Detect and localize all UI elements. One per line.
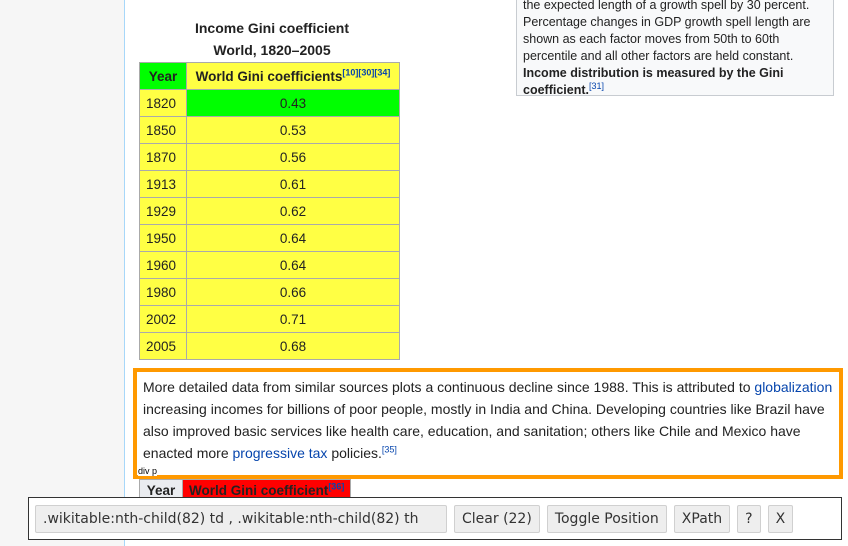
table-cell-year[interactable]: 1850 — [139, 116, 187, 144]
caption-bold-text: coefficient. — [523, 83, 589, 97]
table-cell-value[interactable]: 0.64 — [186, 251, 400, 279]
table-cell-value[interactable]: 0.61 — [186, 170, 400, 198]
table-cell-year[interactable]: 1960 — [139, 251, 187, 279]
table-cell-value[interactable]: 0.56 — [186, 143, 400, 171]
table-row: 1850 0.53 — [139, 116, 400, 144]
element-hover-tag: div p — [138, 466, 158, 476]
caption-text: the expected length of a growth spell by… — [523, 0, 810, 12]
progressive-tax-link[interactable]: progressive tax — [232, 445, 328, 461]
table-cell-value[interactable]: 0.43 — [186, 89, 400, 117]
caption-text: shown as each factor moves from 50th to … — [523, 32, 780, 46]
xpath-button[interactable]: XPath — [673, 504, 731, 533]
paragraph-text: policies. — [327, 445, 382, 461]
table-row: 1929 0.62 — [139, 197, 400, 225]
table-cell-value[interactable]: 0.68 — [186, 332, 400, 360]
ref-link-31[interactable]: [31] — [589, 80, 605, 91]
paragraph-text: More detailed data from similar sources … — [143, 379, 755, 395]
close-button[interactable]: X — [767, 504, 794, 533]
css-selector-field[interactable]: .wikitable:nth-child(82) td , .wikitable… — [35, 504, 447, 533]
thumbnail-caption: the expected length of a growth spell by… — [516, 0, 834, 97]
table-row: 1960 0.64 — [139, 251, 400, 279]
ref-link-30[interactable]: [30] — [358, 67, 375, 77]
header-gini[interactable]: World Gini coefficient[36] — [182, 479, 352, 501]
table-cell-year[interactable]: 1820 — [139, 89, 187, 117]
table-cell-value[interactable]: 0.64 — [186, 224, 400, 252]
selector-toolbar: .wikitable:nth-child(82) td , .wikitable… — [28, 497, 842, 540]
table-cell-year[interactable]: 2005 — [139, 332, 187, 360]
table-row: 1980 0.66 — [139, 278, 400, 306]
table-cell-value[interactable]: 0.66 — [186, 278, 400, 306]
header-year[interactable]: Year — [138, 479, 184, 501]
toggle-position-button[interactable]: Toggle Position — [546, 504, 667, 533]
table-row: 1913 0.61 — [139, 170, 400, 198]
highlighted-paragraph[interactable]: More detailed data from similar sources … — [133, 368, 843, 479]
table-row: 1820 0.43 — [139, 89, 400, 117]
table-caption-line1: Income Gini coefficient — [194, 20, 350, 36]
table-cell-year[interactable]: 1950 — [139, 224, 187, 252]
paragraph-text: increasing incomes for billions of poor … — [143, 401, 825, 461]
header-gini[interactable]: World Gini coefficients[10][30][34] — [186, 62, 400, 90]
ref-link-36[interactable]: [36] — [328, 481, 345, 491]
table-row: 1870 0.56 — [139, 143, 400, 171]
table-cell-year[interactable]: 1980 — [139, 278, 187, 306]
help-button[interactable]: ? — [737, 504, 761, 533]
caption-bold-text: Income distribution is measured by the G… — [523, 66, 784, 80]
caption-text: percentile and all other factors are hel… — [523, 49, 794, 63]
table-cell-value[interactable]: 0.53 — [186, 116, 400, 144]
table-row: 2002 0.71 — [139, 305, 400, 333]
ref-link-10[interactable]: [10] — [342, 67, 359, 77]
ref-link-35[interactable]: [35] — [381, 444, 397, 455]
globalization-link[interactable]: globalization — [754, 379, 833, 395]
table-row: 1950 0.64 — [139, 224, 400, 252]
table-cell-value[interactable]: 0.71 — [186, 305, 400, 333]
table-row: 2005 0.68 — [139, 332, 400, 360]
ref-link-34[interactable]: [34] — [374, 67, 391, 77]
clear-button[interactable]: Clear (22) — [454, 504, 540, 533]
table-caption-line2: World, 1820–2005 — [213, 42, 331, 58]
table-cell-year[interactable]: 2002 — [139, 305, 187, 333]
table-cell-year[interactable]: 1913 — [139, 170, 187, 198]
table-cell-value[interactable]: 0.62 — [186, 197, 400, 225]
gini-table: Year World Gini coefficients[10][30][34]… — [139, 62, 400, 360]
caption-text: Percentage changes in GDP growth spell l… — [523, 15, 811, 29]
table-cell-year[interactable]: 1929 — [139, 197, 187, 225]
table-cell-year[interactable]: 1870 — [139, 143, 187, 171]
header-year[interactable]: Year — [139, 62, 187, 90]
